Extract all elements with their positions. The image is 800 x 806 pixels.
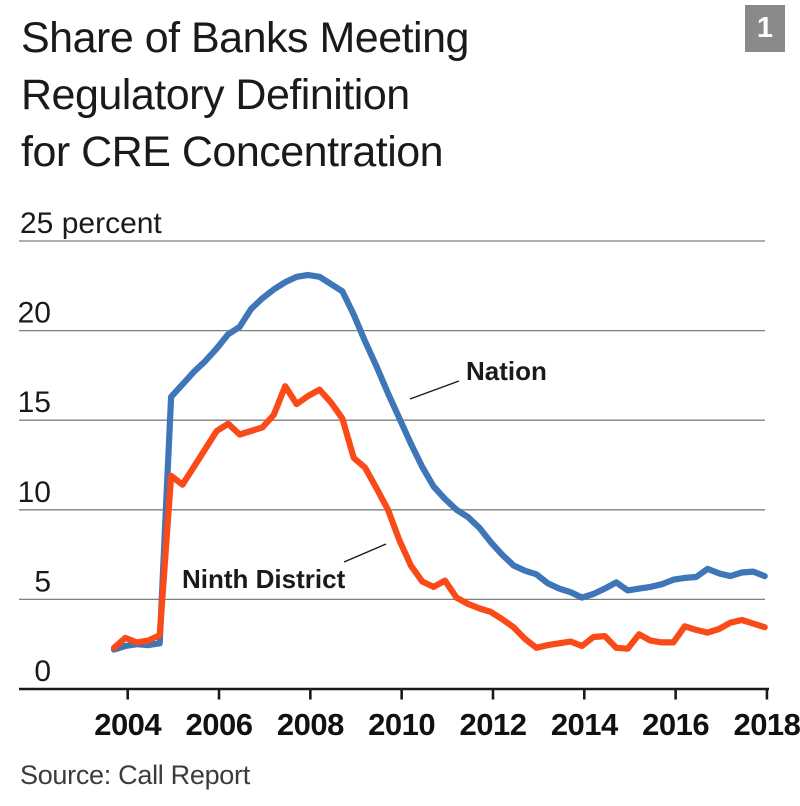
- chart-title-line-2: Regulatory Definition: [21, 71, 410, 119]
- axis-labels: 25 percent 20 15 10 5 0 2004 2006 2008 2010 2012 20…: [18, 207, 800, 742]
- x-tick-label-2008: 2008: [277, 707, 344, 742]
- nation-leader-line: [409, 380, 460, 400]
- x-tick-label-2012: 2012: [459, 707, 526, 742]
- y-tick-label-20: 20: [18, 297, 51, 330]
- x-tick-label-2018: 2018: [733, 707, 800, 742]
- chart-title-line-1: Share of Banks Meeting: [21, 14, 469, 62]
- x-tick-label-2016: 2016: [642, 707, 709, 742]
- x-tick-label-2010: 2010: [368, 707, 435, 742]
- annotation-nation: Nation: [409, 356, 547, 400]
- x-tick-label-2004: 2004: [94, 707, 162, 742]
- y-tick-label-25: 25 percent: [20, 207, 162, 240]
- ninth-district-leader-line: [343, 543, 387, 563]
- chart-series: [110, 271, 768, 653]
- x-tick-label-2014: 2014: [551, 707, 619, 742]
- ninth-district-line: [110, 383, 768, 652]
- x-tick-label-2006: 2006: [186, 707, 253, 742]
- gridlines: [19, 240, 765, 601]
- annotation-ninth-district: Ninth District: [182, 543, 387, 594]
- chart-title: Share of Banks Meeting Regulatory Defini…: [21, 10, 469, 181]
- chart-title-line-3: for CRE Concentration: [21, 128, 444, 176]
- figure-number-badge: 1: [745, 5, 785, 52]
- y-tick-label-5: 5: [34, 565, 51, 598]
- nation-line: [110, 271, 768, 653]
- y-tick-label-15: 15: [18, 386, 51, 419]
- ninth-district-series-label: Ninth District: [182, 564, 346, 594]
- y-tick-label-10: 10: [18, 476, 51, 509]
- x-axis: [19, 687, 769, 700]
- y-tick-label-0: 0: [34, 655, 51, 688]
- nation-series-label: Nation: [466, 356, 547, 386]
- source-note: Source: Call Report: [20, 760, 250, 790]
